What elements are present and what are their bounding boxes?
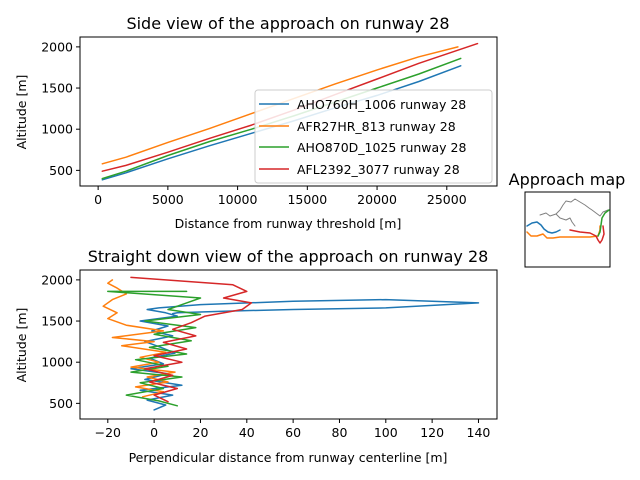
top-chart-y-tick-label-2: 1500 [41,81,73,96]
top-chart-x-tick-label-1: 5000 [152,192,184,207]
top-chart-y-tick-label-1: 1000 [41,122,73,137]
bottom-chart-frame [79,269,498,420]
map-track-0 [526,221,561,234]
approach-map-frame [524,191,611,268]
bottom-chart-series-line-1 [102,279,176,398]
top-chart-y-tick-label-3: 2000 [41,39,73,54]
legend-label-1: AFR27HR_813 runway 28 [297,119,456,134]
map-coastline-outline-2 [555,213,576,227]
bottom-chart-x-tick-label-7: 120 [420,425,444,440]
map-track-2 [597,209,610,237]
bottom-chart-x-tick-label-0: −20 [95,425,121,440]
top-chart: Side view of the approach on runway 28 0… [14,14,498,231]
top-chart-title: Side view of the approach on runway 28 [126,14,449,33]
top-chart-x-label: Distance from runway threshold [m] [175,216,402,231]
map-track-1 [526,225,601,239]
approach-map-title: Approach map [509,170,626,189]
legend-label-2: AHO870D_1025 runway 28 [297,140,466,155]
bottom-chart-series-line-0 [130,298,480,411]
map-coastline-outline [539,198,609,217]
top-chart-x-tick-label-0: 0 [94,192,102,207]
top-chart-y-label: Altitude [m] [14,75,29,150]
bottom-chart-x-tick-label-4: 60 [285,425,301,440]
bottom-chart-series-line-2 [107,290,202,407]
bottom-chart-y-tick-label-2: 1500 [41,314,73,329]
top-chart-y-ticks: 500 1000 1500 2000 [41,39,80,178]
bottom-chart-y-tick-label-0: 500 [49,396,73,411]
top-chart-frame [79,36,498,187]
bottom-chart-x-tick-label-1: 0 [150,425,158,440]
top-chart-x-tick-label-3: 15000 [287,192,327,207]
bottom-chart-x-tick-label-2: 20 [193,425,209,440]
legend-label-3: AFL2392_3077 runway 28 [297,162,460,177]
bottom-chart-series-group [102,276,480,411]
top-chart-x-tick-label-4: 20000 [357,192,397,207]
top-chart-x-ticks: 0 5000 10000 15000 20000 25000 [94,186,467,207]
bottom-chart-y-label: Altitude [m] [14,308,29,383]
legend-box [254,89,493,184]
bottom-chart-x-tick-label-3: 40 [239,425,255,440]
legend-label-0: AHO760H_1006 runway 28 [297,97,466,112]
top-chart-legend: AHO760H_1006 runway 28 AFR27HR_813 runwa… [254,89,493,184]
bottom-chart-y-tick-label-1: 1000 [41,355,73,370]
top-chart-x-tick-label-2: 10000 [218,192,258,207]
bottom-chart-x-tick-label-6: 100 [374,425,398,440]
top-chart-y-tick-label-0: 500 [49,163,73,178]
bottom-chart-title: Straight down view of the approach on ru… [88,247,489,266]
bottom-chart-x-tick-label-8: 140 [467,425,491,440]
bottom-chart-series-line-3 [130,276,253,403]
map-track-3 [569,225,605,244]
bottom-chart-x-label: Perpendicular distance from runway cente… [129,450,448,465]
bottom-chart: Straight down view of the approach on ru… [14,247,498,465]
bottom-chart-y-ticks: 500 1000 1500 2000 [41,272,80,411]
top-chart-x-tick-label-5: 25000 [427,192,467,207]
approach-map-inset: Approach map [509,170,626,268]
bottom-chart-y-tick-label-3: 2000 [41,272,73,287]
bottom-chart-x-ticks: −20 0 20 40 60 80 100 120 140 [95,419,491,440]
bottom-chart-x-tick-label-5: 80 [332,425,348,440]
